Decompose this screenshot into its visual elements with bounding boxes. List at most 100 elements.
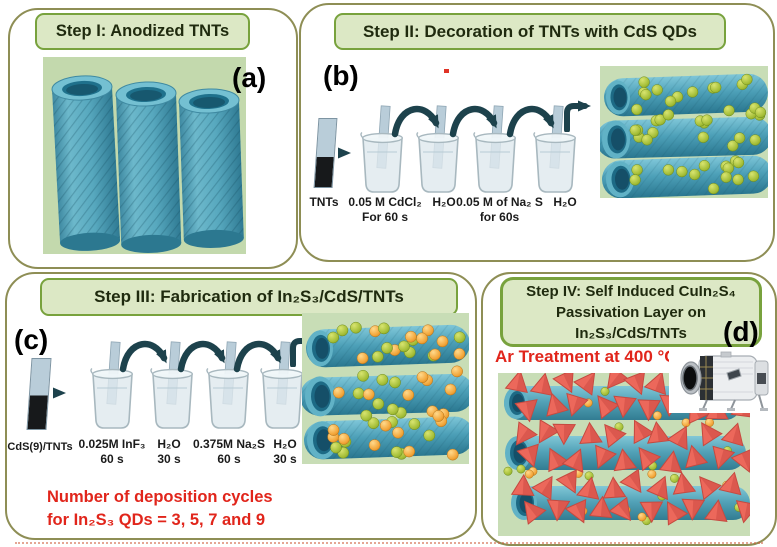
cds-qd-sphere [376,373,389,386]
ar-treatment-label: Ar Treatment at 400 °C [495,347,677,366]
cuin2s4-tetrahedron [720,422,744,447]
in2s3-qd-sphere [637,512,647,522]
vertical-nanotubes-icon [51,75,244,253]
cds-qd-sphere [350,321,362,334]
cds-qd-sphere [357,369,369,382]
cuin2s4-tetrahedron [523,500,547,525]
cds-qd-sphere [640,89,652,101]
beaker-icon [150,341,193,429]
cds-qd-sphere [381,342,393,354]
cuin2s4-tetrahedron [564,499,587,524]
cuin2s4-tetrahedron [546,499,571,522]
panel-label-b: (b) [323,60,359,91]
cds-qd-sphere [398,340,410,353]
cds-qd-sphere [727,140,739,152]
in2s3-qd-sphere [327,424,340,436]
deposition-cycles-note: Number of deposition cycles for In₂S₃ QD… [47,488,273,529]
nanotube [178,88,244,248]
nanotube [51,75,121,251]
tnt-sample-slide-icon [313,118,338,188]
cds-qd-sphere [749,134,761,146]
cuin2s4-tetrahedron [701,422,723,447]
beaker-water-2 [255,340,309,432]
in2s3-qd-sphere [405,330,417,343]
beaker-na2s [468,104,522,196]
cds-qd-sphere [371,350,384,363]
in2s3-qd-sphere [436,335,449,348]
cuin2s4-tetrahedron [604,423,627,449]
cuin2s4-tetrahedron [681,498,706,521]
in2s3-qd-sphere [451,365,463,378]
to-result-arrow-icon [287,335,323,368]
cds-qd-sphere [710,81,722,94]
beaker-label: H₂O 30 s [157,437,181,466]
step1-header: Step I: Anodized TNTs [35,13,250,50]
beaker-label: 0.05 M CdCl₂ For 60 s [348,195,422,224]
panel-step1: Step I: Anodized TNTs [8,8,298,269]
cuin2s4-tetrahedron [514,399,538,423]
transfer-arrow-icon [506,101,558,139]
cuin2s4-tetrahedron [666,425,688,451]
cuin2s4-tetrahedron [529,373,553,396]
cds-qd-sphere [352,387,365,400]
cds-qd-sphere [701,114,713,126]
cds-qd-sphere [629,174,641,186]
in2s3-qd-sphere [652,411,662,421]
panel-step4: Step IV: Self Induced CuIn₂S₄ Passivatio… [481,272,777,546]
panel-step3: Step III: Fabrication of In₂S₃/CdS/TNTs … [5,272,477,540]
transfer-arrow-icon [391,101,443,139]
cds-qd-sphere [698,160,711,172]
cds-qd-sphere [670,473,679,483]
cds-qd-sphere [631,164,643,176]
beaker-water-1 [411,104,465,196]
in2s3-qd-sphere [416,332,428,345]
arched-arrow-icon [177,340,226,373]
cds-qd-sphere [503,466,513,476]
cuin2s4-tetrahedron [619,468,642,494]
horizontal-nanotubes-in2s3-icon [302,321,469,461]
cuin2s4-tetrahedron [633,419,655,445]
cuin2s4-tetrahedron [730,448,750,473]
cuin2s4-tetrahedron [588,495,613,519]
cuin2s4-tetrahedron [597,395,620,420]
arched-arrow-icon [506,105,555,138]
cds-qd-sphere [707,182,720,195]
red-artifact-dot [444,69,449,73]
cds-qd-sphere [654,114,666,126]
cuin2s4-tetrahedron [552,373,574,394]
cds-qd-sphere [662,109,675,121]
cuin2s4-tetrahedron [566,392,589,417]
in2s3-qd-sphere [362,388,375,401]
cuin2s4-tetrahedron [552,423,577,446]
beaker-label: 0.05 M of Na₂ S for 60s [456,195,543,224]
cds-qd-sphere [732,173,744,186]
cds-qd-sphere [408,418,421,430]
panel-label-c: (c) [14,324,49,355]
cuin2s4-tetrahedron [613,395,637,419]
cds-qd-sphere [732,156,745,169]
step3-header: Step III: Fabrication of In₂S₃/CdS/TNTs [40,278,458,316]
cuin2s4-tetrahedron [555,469,577,494]
cuin2s4-tetrahedron [573,373,596,396]
passivation-layer-icon [503,373,750,526]
cds-qd-sphere [747,170,760,182]
transfer-arrow-icon [177,336,229,374]
cds-qd-sphere [733,132,746,144]
cds-qd-sphere [676,165,688,178]
panel-label-d: (d) [723,316,759,347]
in2s3-qd-sphere [338,433,350,445]
cds-qd-sphere [720,171,732,183]
nanotube [115,81,182,253]
cds-qd-sphere [327,331,340,344]
transfer-arrow-icon [233,336,285,374]
beaker-label: 0.375M Na₂S 60 s [192,437,266,466]
panel-step2: Step II: Decoration of TNTs with CdS QDs… [299,3,775,262]
sample-label: TNTs [309,195,339,209]
cuin2s4-passivated-image [498,373,750,536]
cuin2s4-tetrahedron [613,448,638,472]
in2s3-qd-sphere [422,324,434,337]
cuin2s4-tetrahedron [637,399,661,422]
cds-qd-sphere [453,331,466,344]
step2-header: Step II: Decoration of TNTs with CdS QDs [334,13,726,50]
